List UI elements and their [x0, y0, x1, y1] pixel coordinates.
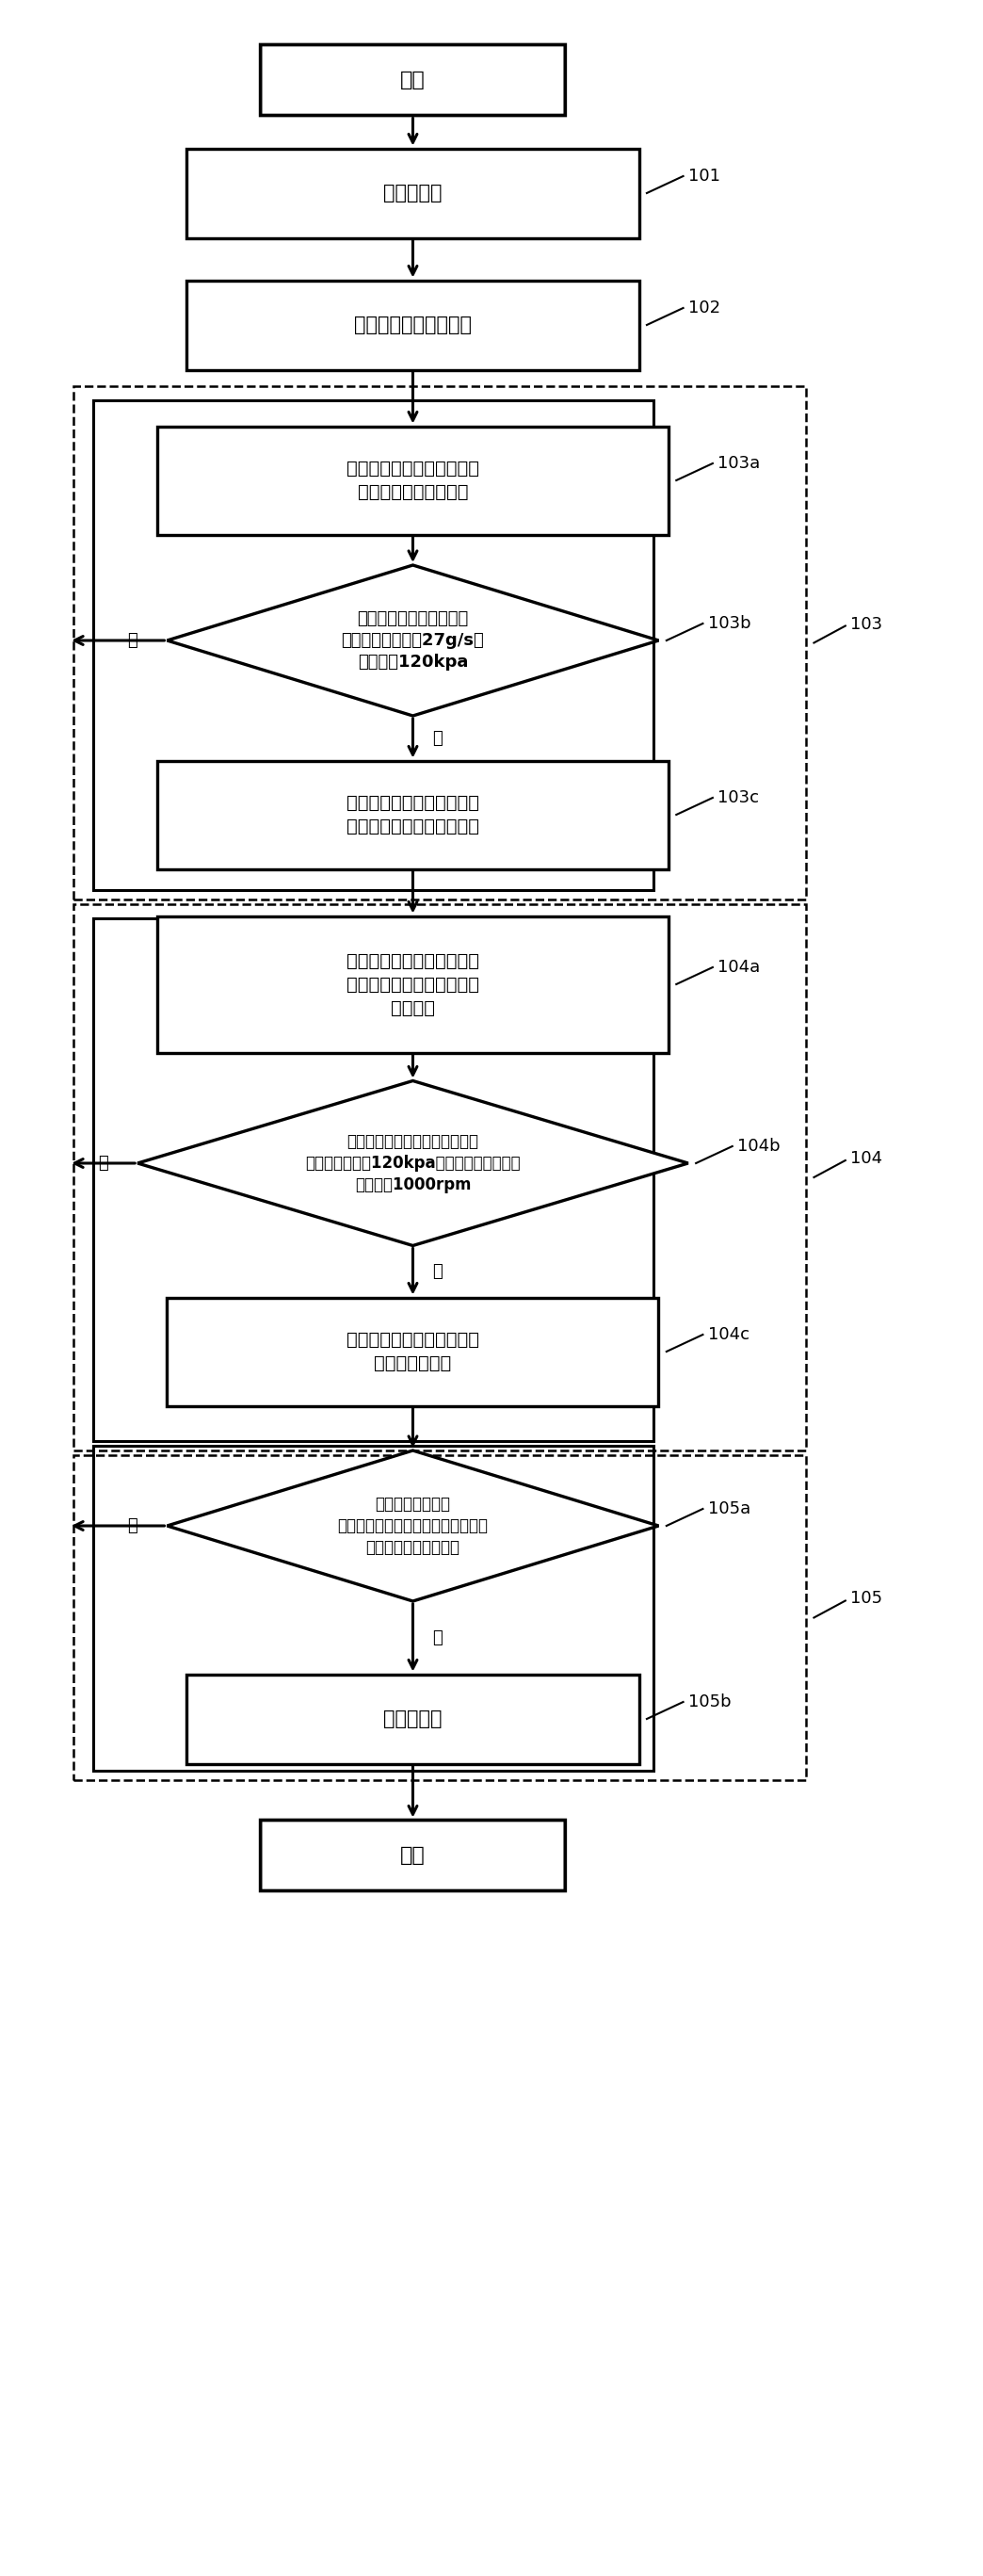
Text: 101: 101 [688, 167, 721, 185]
FancyBboxPatch shape [187, 149, 639, 237]
Text: 检测电堆阳极的氢气进气口
的氢气压力和供氢组件中气
泵的转速: 检测电堆阳极的氢气进气口 的氢气压力和供氢组件中气 泵的转速 [346, 951, 480, 1018]
Text: 是: 是 [433, 1628, 442, 1646]
FancyBboxPatch shape [187, 1674, 639, 1765]
Text: 判断进入电堆阴极的空气
是否满足流量大于27g/s且
压力大于120kpa: 判断进入电堆阴极的空气 是否满足流量大于27g/s且 压力大于120kpa [341, 611, 485, 670]
Text: 103b: 103b [708, 616, 751, 631]
Bar [74, 1455, 806, 1780]
Text: 是: 是 [433, 1262, 442, 1280]
Text: 开始: 开始 [400, 70, 426, 90]
Text: 105: 105 [850, 1589, 883, 1607]
Text: 102: 102 [688, 299, 721, 317]
Text: 检测电堆阴极的空气进气口
的空气流量和空气压力: 检测电堆阴极的空气进气口 的空气流量和空气压力 [346, 459, 480, 502]
Polygon shape [167, 1450, 659, 1602]
Text: 结束: 结束 [400, 1847, 426, 1865]
Text: 104c: 104c [708, 1327, 749, 1342]
Text: 104: 104 [850, 1149, 883, 1167]
FancyBboxPatch shape [260, 44, 565, 116]
Polygon shape [167, 564, 659, 716]
Text: 开启旁通阀: 开启旁通阀 [383, 183, 442, 204]
Text: 103c: 103c [718, 788, 759, 806]
FancyBboxPatch shape [157, 917, 668, 1054]
Text: 启动供氢组件的气泵并开启
供氢组件的调压器和尾排阀: 启动供氢组件的气泵并开启 供氢组件的调压器和尾排阀 [346, 793, 480, 835]
FancyBboxPatch shape [157, 760, 668, 868]
Text: 104a: 104a [718, 958, 760, 976]
Text: 否: 否 [98, 1154, 108, 1172]
Text: 是: 是 [433, 729, 442, 747]
Text: 105a: 105a [708, 1499, 750, 1517]
FancyBboxPatch shape [187, 281, 639, 371]
Text: 关闭尾排阀: 关闭尾排阀 [383, 1710, 442, 1728]
Text: 否: 否 [128, 631, 138, 649]
Text: 判断是否电堆阳极的氢气进气口
的氢气压力大于120kpa且供氢组件中气泵的
转速大于1000rpm: 判断是否电堆阳极的氢气进气口 的氢气压力大于120kpa且供氢组件中气泵的 转速… [306, 1133, 520, 1193]
Bar [93, 1445, 654, 1770]
Bar [74, 904, 806, 1450]
Bar [74, 386, 806, 899]
Text: 启动供气组件的空压机: 启动供气组件的空压机 [354, 314, 472, 335]
Polygon shape [138, 1082, 688, 1247]
Text: 104b: 104b [737, 1139, 781, 1154]
Text: 103: 103 [850, 616, 883, 634]
Text: 开启供气组件中的进气节气
门和出气节气门: 开启供气组件中的进气节气 门和出气节气门 [346, 1332, 480, 1373]
Text: 否: 否 [128, 1517, 138, 1535]
Bar [93, 917, 654, 1440]
Text: 105b: 105b [688, 1692, 731, 1710]
Text: 判断供气组件中的
进气节气门和出气节气门的开度是否
达到了预设的目标开度: 判断供气组件中的 进气节气门和出气节气门的开度是否 达到了预设的目标开度 [337, 1497, 489, 1556]
FancyBboxPatch shape [260, 1821, 565, 1891]
Bar [93, 399, 654, 891]
FancyBboxPatch shape [157, 425, 668, 533]
FancyBboxPatch shape [167, 1298, 659, 1406]
Text: 103a: 103a [718, 456, 760, 471]
